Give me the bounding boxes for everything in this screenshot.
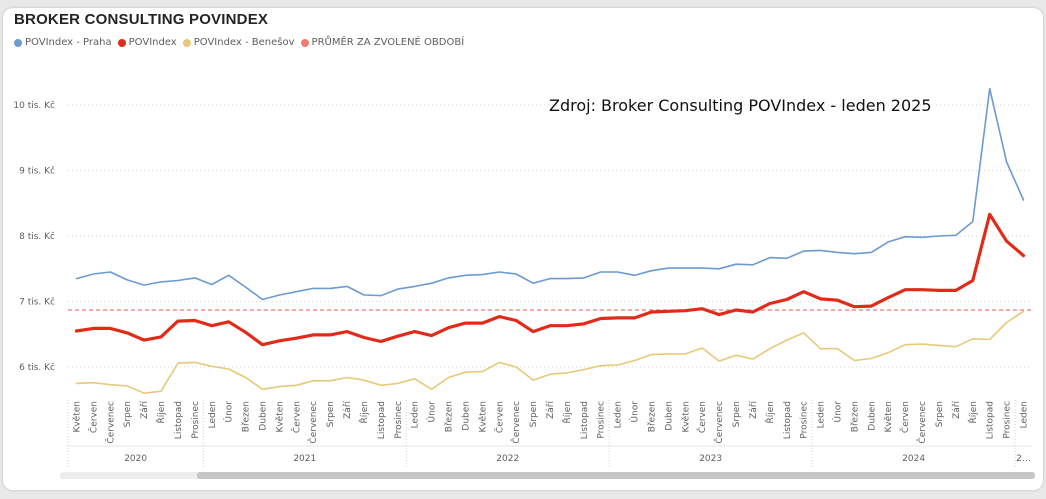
x-tick-label: Srpen [732,401,742,427]
y-tick-label: 9 tis. Kč [19,166,55,177]
x-tick-label: Únor [629,401,641,423]
x-tick-label: Květen [681,401,691,433]
x-tick-label: Říjen [968,401,979,424]
x-tick-label: Únor [426,401,438,423]
x-tick-label: Srpen [529,401,539,427]
x-tick-label: Leden [817,401,827,428]
legend-label: POVIndex - Praha [25,37,112,48]
x-tick-label: Červenec [104,401,116,444]
legend-item[interactable]: POVIndex [117,37,177,48]
legend-label: POVIndex [128,37,177,48]
x-tick-label: Únor [223,401,235,423]
x-tick-label: Listopad [174,401,184,439]
x-tick-label: Duben [867,401,877,431]
legend-marker-icon [182,38,191,47]
horizontal-scrollbar-thumb[interactable] [197,472,1035,479]
x-tick-label: Listopad [783,401,793,439]
x-tick-label: Listopad [580,401,590,439]
x-tick-label: Březen [647,401,657,432]
x-tick-label: Prosinec [1003,401,1013,439]
x-tick-label: Říjen [359,401,370,424]
x-tick-label: Červenec [916,401,928,444]
x-tick-label: Září [546,401,556,419]
x-tick-label: Září [952,401,962,419]
x-tick-label: Listopad [986,401,996,439]
x-tick-label: Listopad [377,401,387,439]
x-tick-label: Březen [445,401,455,432]
y-tick-label: 7 tis. Kč [19,297,55,308]
y-tick-label: 6 tis. Kč [19,362,55,373]
legend-marker-icon [14,38,22,47]
x-tick-label: Duben [461,401,471,431]
x-tick-label: Leden [1020,401,1030,428]
legend: POVIndex - Praha POVIndex POVIndex - Beneš… [14,37,470,48]
x-tick-label: Březen [242,401,252,432]
x-tick-label: Červen [493,401,505,433]
series-line-3 [75,310,1025,395]
x-tick-label: Leden [208,401,218,428]
year-label: 2020 [124,454,147,464]
x-tick-label: Srpen [935,401,945,427]
x-tick-label: Prosinec [191,401,201,439]
legend-item[interactable]: POVIndex - Benešov [182,37,295,48]
x-tick-label: Srpen [123,401,133,427]
chart-title: BROKER CONSULTING POVINDEX [14,11,269,28]
legend-item[interactable]: POVIndex - Praha [14,37,112,48]
legend-marker-icon [117,38,126,47]
x-tick-label: Červen [290,401,302,433]
x-tick-label: Leden [614,401,624,428]
x-tick-label: Květen [275,401,285,433]
year-label: 2023 [699,454,722,464]
x-tick-label: Červen [696,401,708,433]
x-tick-label: Květen [884,401,894,433]
x-tick-label: Červen [87,401,99,433]
x-tick-label: Září [140,401,150,419]
x-tick-label: Duben [664,401,674,431]
legend-label: PRŮMĚR ZA ZVOLENÉ OBDOBÍ [311,37,465,48]
legend-marker-icon [300,38,309,47]
year-label: 2… [1016,454,1031,464]
source-annotation: Zdroj: Broker Consulting POVIndex - lede… [549,96,932,115]
x-tick-label: Prosinec [394,401,404,439]
year-label: 2024 [902,454,925,464]
x-tick-label: Září [343,401,353,419]
x-tick-label: Červen [899,401,911,433]
x-tick-label: Duben [258,401,268,431]
x-tick-label: Květen [72,401,82,433]
x-tick-label: Srpen [326,401,336,427]
x-tick-label: Červenec [510,401,522,444]
legend-item[interactable]: PRŮMĚR ZA ZVOLENÉ OBDOBÍ [300,37,465,48]
x-tick-label: Leden [411,401,421,428]
year-label: 2021 [293,454,316,464]
series-line-2 [74,212,1026,347]
chart-card [3,8,1043,490]
year-label: 2022 [496,454,519,464]
x-tick-label: Prosinec [597,401,607,439]
x-tick-label: Březen [850,401,860,432]
x-tick-label: Únor [832,401,844,423]
x-tick-label: Červenec [307,401,319,444]
y-tick-label: 8 tis. Kč [19,231,55,242]
x-tick-label: Říjen [156,401,167,424]
series-line-1 [75,87,1025,301]
x-tick-label: Červenec [713,401,725,444]
x-tick-label: Prosinec [800,401,810,439]
x-tick-label: Září [749,401,759,419]
legend-label: POVIndex - Benešov [193,37,295,48]
x-tick-label: Říjen [765,401,776,424]
x-tick-label: Říjen [562,401,573,424]
y-tick-label: 10 tis. Kč [13,100,55,111]
x-tick-label: Květen [478,401,488,433]
